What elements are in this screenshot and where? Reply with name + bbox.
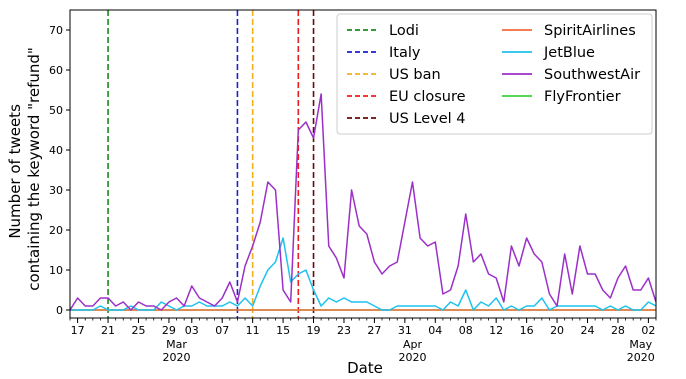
plot-area [70, 10, 656, 318]
legend-label-0-4: US Level 4 [389, 111, 466, 127]
month-label-0-0: Mar [166, 338, 187, 351]
y-tick-label-0: 0 [56, 304, 63, 317]
x-tick-label-7: 15 [276, 324, 290, 337]
x-tick-label-9: 23 [337, 324, 351, 337]
y-tick-label-4: 40 [49, 144, 63, 157]
y-axis-title-line-2: containing the keyword "refund" [25, 47, 43, 291]
y-tick-label-6: 60 [49, 64, 63, 77]
x-tick-label-4: 03 [185, 324, 199, 337]
y-tick-label-7: 70 [49, 24, 63, 37]
x-tick-label-1: 21 [101, 324, 115, 337]
x-tick-label-13: 08 [459, 324, 473, 337]
legend: Lodi Italy US ban EU closure US Level 4 Spiri… [336, 13, 653, 135]
x-tick-label-8: 19 [307, 324, 321, 337]
y-tick-label-5: 50 [49, 104, 63, 117]
y-axis-title: Number of tweets containing the keyword … [6, 47, 43, 291]
y-axis-title-line-1: Number of tweets [6, 104, 24, 239]
x-tick-label-6: 11 [246, 324, 260, 337]
x-tick-label-17: 24 [581, 324, 595, 337]
x-tick-label-3: 29 [162, 324, 176, 337]
x-tick-label-2: 25 [131, 324, 145, 337]
month-label-1-1: 2020 [398, 351, 426, 364]
x-tick-label-11: 31 [398, 324, 412, 337]
plot-frame [69, 9, 657, 319]
x-tick-label-16: 20 [550, 324, 564, 337]
series-line-1 [70, 237, 656, 311]
x-tick-label-14: 12 [489, 324, 503, 337]
month-label-1-0: Apr [403, 338, 423, 351]
x-tick-label-0: 17 [71, 324, 85, 337]
plot-clip-group [70, 10, 656, 318]
x-tick-label-12: 04 [428, 324, 442, 337]
legend-label-0-1: Italy [389, 45, 421, 61]
legend-label-0-2: US ban [389, 67, 441, 83]
month-label-2-0: May [629, 338, 652, 351]
y-tick-label-2: 20 [49, 224, 63, 237]
x-tick-label-18: 28 [611, 324, 625, 337]
y-tick-label-1: 10 [49, 264, 63, 277]
axes: 0 10 20 30 40 50 60 70 17 21 25 29 03 07 11 15 19 23 27 31 0… [49, 9, 657, 364]
x-axis-title: Date [347, 359, 383, 377]
legend-label-1-3: FlyFrontier [544, 89, 621, 105]
legend-label-1-0: SpiritAirlines [544, 23, 636, 39]
x-tick-label-10: 27 [367, 324, 381, 337]
legend-label-0-3: EU closure [389, 89, 466, 105]
series-line-2 [70, 93, 656, 311]
month-label-0-1: 2020 [163, 351, 191, 364]
legend-label-1-1: JetBlue [543, 45, 595, 61]
legend-box [336, 13, 653, 135]
month-label-2-1: 2020 [627, 351, 655, 364]
y-tick-label-3: 30 [49, 184, 63, 197]
legend-label-1-2: SouthwestAir [544, 67, 640, 83]
x-tick-label-15: 16 [520, 324, 534, 337]
x-tick-label-5: 07 [215, 324, 229, 337]
x-tick-label-19: 02 [641, 324, 655, 337]
legend-label-0-0: Lodi [389, 23, 419, 39]
